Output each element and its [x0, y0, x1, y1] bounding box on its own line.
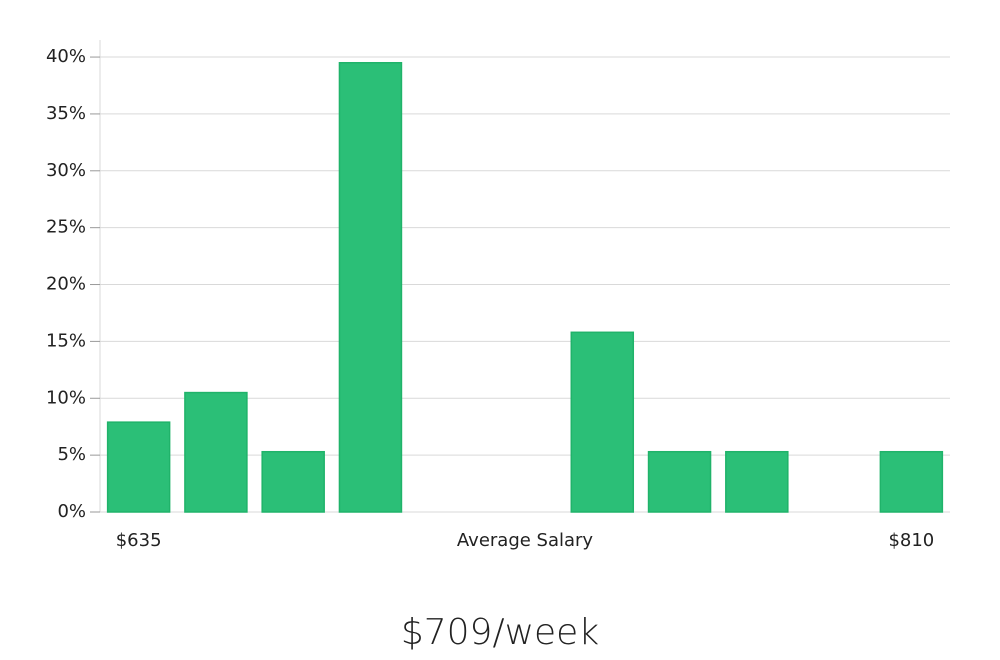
y-tick-label: 30%: [46, 160, 86, 181]
y-tick-label: 20%: [46, 274, 86, 295]
y-tick-label: 0%: [57, 501, 86, 522]
y-tick-label: 10%: [46, 387, 86, 408]
caption: $709/week: [401, 612, 599, 653]
x-tick-label: $635: [116, 530, 162, 551]
x-tick-label: Average Salary: [457, 530, 594, 551]
bar: [725, 450, 789, 513]
bar: [184, 391, 248, 513]
y-tick-label: 5%: [57, 444, 86, 465]
y-tick-label: 15%: [46, 330, 86, 351]
bar: [338, 61, 403, 513]
bar: [647, 450, 712, 513]
y-tick-label: 25%: [46, 217, 86, 238]
bar: [570, 331, 635, 513]
bar: [106, 421, 171, 513]
y-tick-label: 40%: [46, 46, 86, 67]
x-tick-label: $810: [888, 530, 934, 551]
y-tick-label: 35%: [46, 103, 86, 124]
bar: [879, 450, 944, 513]
bar: [261, 450, 325, 513]
